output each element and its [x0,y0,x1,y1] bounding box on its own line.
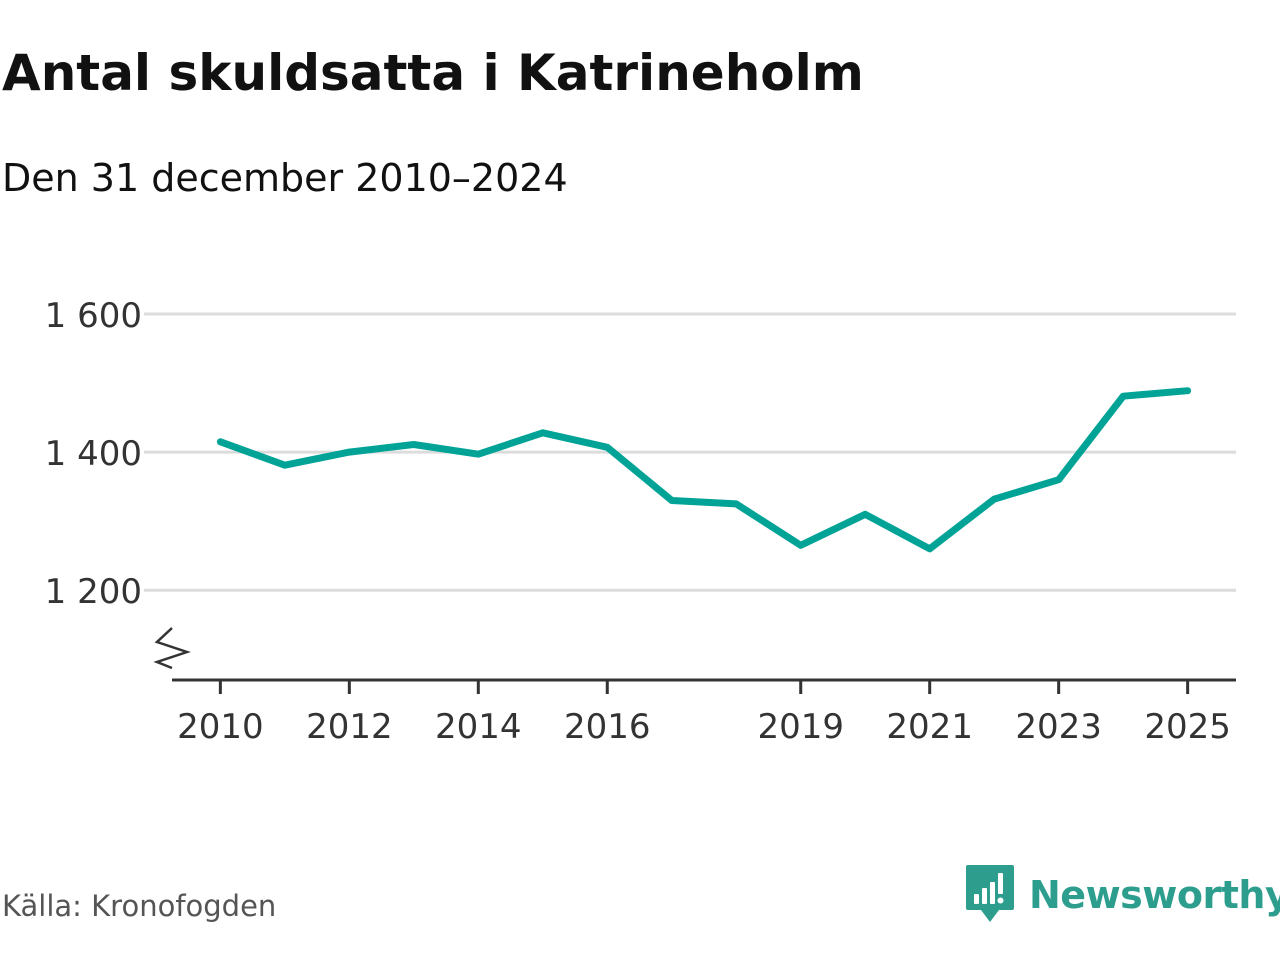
y-tick-label: 1 400 [45,434,142,474]
series [216,387,1192,553]
gridlines [144,312,1236,592]
x-tick-label: 2014 [435,707,522,747]
x-tick-label: 2019 [757,707,844,747]
chart-title: Antal skuldsatta i Katrineholm [2,44,864,102]
x-tick-label: 2025 [1144,707,1231,747]
source-note: Källa: Kronofogden [2,889,277,923]
y-axis-break-icon [153,627,191,670]
x-tick-label: 2023 [1015,707,1102,747]
series-line [216,387,1192,553]
brand-name: Newsworthy [1029,873,1280,917]
axes [153,627,1236,694]
y-tick-label: 1 200 [45,572,142,612]
line-chart: 1 200 1 400 1 600 2010 2012 2014 2016 2019 2021 2… [45,296,1236,747]
x-tick-label: 2021 [886,707,973,747]
x-tick-label: 2010 [177,707,264,747]
chart-subtitle: Den 31 december 2010–2024 [2,156,568,200]
tick-labels: 1 200 1 400 1 600 2010 2012 2014 2016 2019 2021 2… [45,296,1231,747]
y-tick-label: 1 600 [45,296,142,336]
brand-logo[interactable]: Newsworthy [965,864,1280,926]
x-tick-label: 2016 [564,707,651,747]
newsworthy-logo-icon [966,865,1014,922]
x-tick-label: 2012 [306,707,393,747]
